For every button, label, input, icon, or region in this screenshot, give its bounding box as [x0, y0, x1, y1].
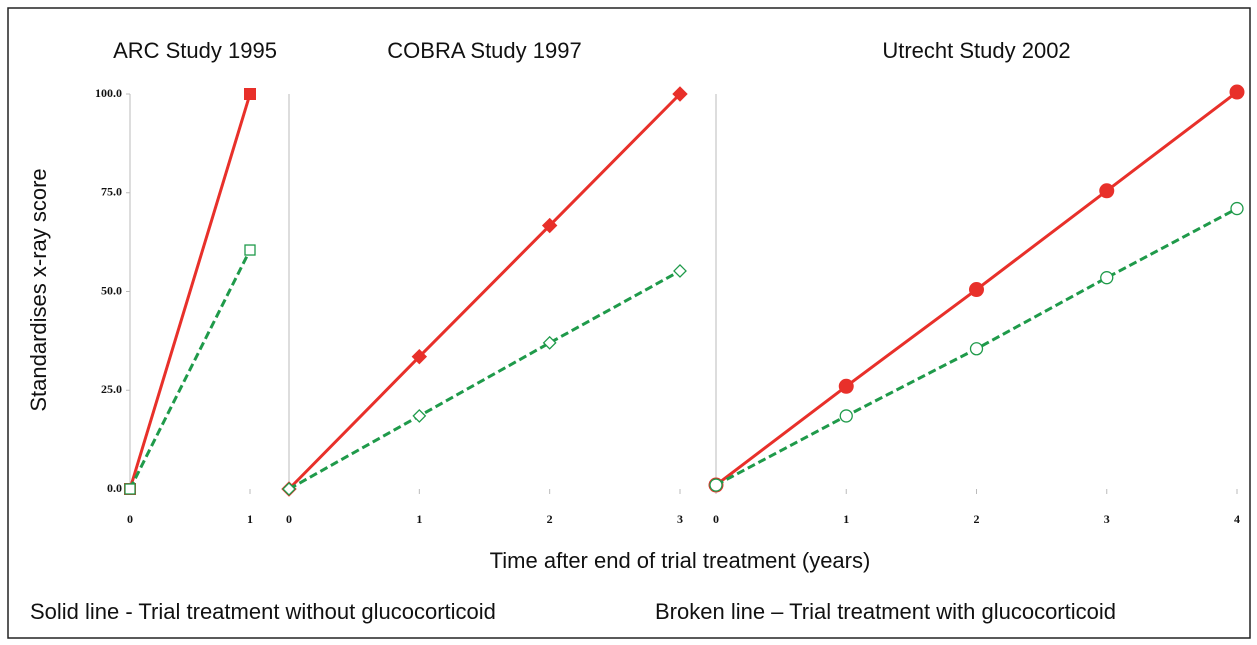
marker: [1100, 271, 1114, 285]
marker: [124, 483, 136, 495]
x-tick-label: 1: [247, 512, 253, 526]
marker: [1229, 84, 1245, 100]
x-tick-label: 3: [677, 512, 683, 526]
marker: [838, 378, 854, 394]
marker: [411, 348, 428, 365]
marker: [709, 478, 723, 492]
series-line: [288, 269, 681, 491]
y-axis-label: Standardises x-ray score: [26, 168, 51, 411]
marker: [969, 342, 984, 356]
y-tick-label: 0.0: [107, 481, 122, 495]
marker: [969, 282, 984, 298]
marker: [412, 409, 427, 423]
marker: [1099, 183, 1115, 199]
y-tick-label: 25.0: [101, 382, 122, 396]
x-axis-label: Time after end of trial treatment (years…: [490, 548, 871, 573]
y-tick-label: 100.0: [95, 86, 122, 100]
marker: [839, 409, 853, 423]
marker: [541, 217, 558, 234]
x-tick-label: 0: [713, 512, 719, 526]
x-tick-label: 4: [1234, 512, 1240, 526]
marker: [1230, 201, 1244, 216]
x-tick-label: 1: [843, 512, 849, 526]
x-tick-label: 3: [1104, 512, 1110, 526]
chart-title: COBRA Study 1997: [387, 38, 581, 63]
x-tick-label: 0: [286, 512, 292, 526]
note: Broken line – Trial treatment with gluco…: [655, 599, 1116, 624]
x-tick-label: 2: [974, 512, 980, 526]
series-line: [128, 93, 252, 490]
series-line: [287, 92, 682, 491]
note: Solid line - Trial treatment without glu…: [30, 599, 496, 624]
chart-title: Utrecht Study 2002: [882, 38, 1070, 63]
x-tick-label: 1: [416, 512, 422, 526]
x-tick-label: 0: [127, 512, 133, 526]
frame: [7, 7, 1251, 639]
chart-title: ARC Study 1995: [113, 38, 277, 63]
y-tick-label: 50.0: [101, 283, 122, 297]
marker: [244, 244, 256, 256]
marker: [542, 335, 557, 350]
marker: [282, 482, 296, 496]
y-tick-label: 75.0: [101, 185, 122, 199]
marker: [244, 88, 256, 100]
marker: [673, 264, 687, 278]
series-line: [128, 249, 252, 490]
marker: [672, 86, 688, 102]
x-tick-label: 2: [547, 512, 553, 526]
